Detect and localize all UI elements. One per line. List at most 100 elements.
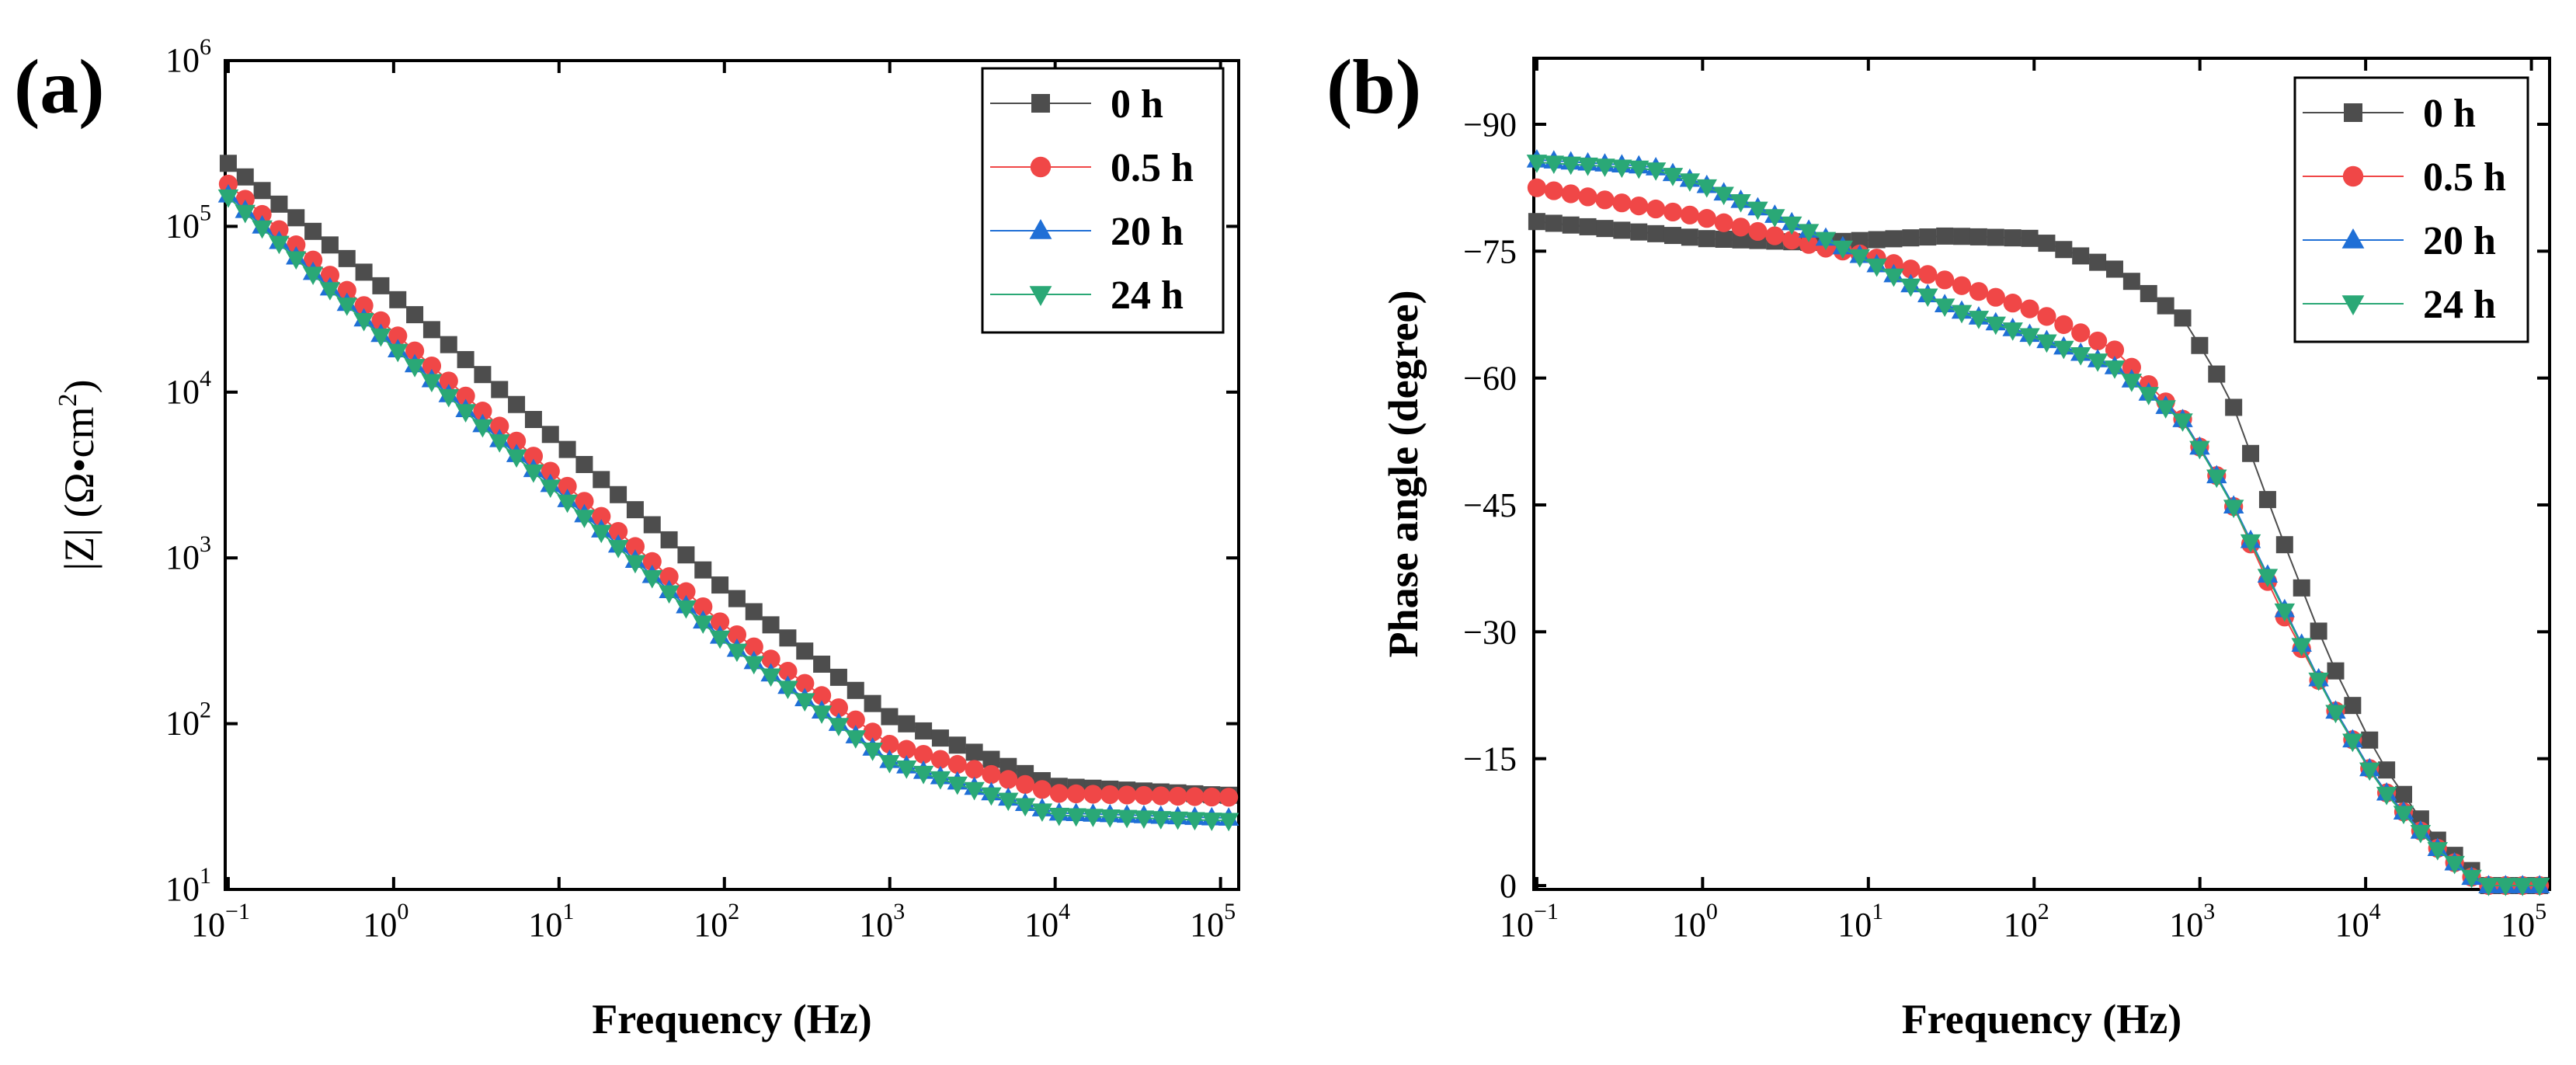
data-point	[1646, 199, 1666, 219]
chart-panel-b: 10−1 100 101 102 103 104 1050−15−30−45−60−75−9…	[1326, 44, 2551, 1042]
x-tick-base: 10	[1672, 906, 1706, 944]
data-point	[2053, 340, 2074, 360]
data-point	[287, 235, 306, 255]
y-tick-base: 10	[165, 870, 200, 908]
x-tick-label: 102	[2004, 899, 2049, 944]
data-point	[2003, 294, 2022, 313]
legend-label: 0.5 h	[1111, 146, 1194, 190]
y-tick-base: 10	[165, 373, 200, 411]
data-point	[456, 386, 475, 405]
plot-frame	[1532, 57, 2551, 891]
y-tick-label: −45	[1463, 486, 1517, 524]
x-tick-base: 10	[2004, 906, 2038, 944]
x-tick-label: 10−1	[1500, 899, 1559, 944]
data-point	[1919, 228, 1937, 246]
data-point	[2310, 622, 2327, 640]
data-point	[2191, 336, 2209, 354]
data-point	[593, 471, 610, 489]
data-point	[2155, 400, 2176, 419]
x-tick-exponent: 5	[2535, 899, 2546, 924]
data-point	[557, 494, 578, 513]
data-point	[1781, 216, 1803, 235]
data-point	[2393, 806, 2414, 825]
data-point	[626, 501, 644, 519]
data-point	[2122, 357, 2141, 377]
data-point	[592, 506, 611, 526]
data-point	[1100, 785, 1120, 805]
data-point	[694, 561, 712, 579]
data-point	[372, 277, 390, 294]
data-point	[607, 540, 629, 559]
data-point	[608, 522, 628, 541]
x-tick-base: 10	[1024, 906, 1059, 944]
data-point	[728, 590, 746, 607]
x-tick-base: 10	[2169, 906, 2203, 944]
x-tick-exponent: 2	[2038, 899, 2049, 924]
data-point	[506, 449, 527, 468]
data-point	[1883, 268, 1904, 287]
data-point	[353, 313, 374, 332]
data-point	[439, 371, 458, 391]
data-point	[575, 455, 593, 473]
data-point	[1577, 157, 1598, 176]
data-point	[2172, 413, 2193, 432]
data-point	[1066, 784, 1086, 804]
y-tick-exponent: 4	[200, 366, 211, 392]
data-point	[864, 694, 881, 712]
data-point	[1918, 265, 1938, 284]
data-point	[1031, 803, 1053, 823]
data-point	[1630, 223, 1648, 241]
data-point	[999, 757, 1017, 775]
data-point	[2258, 491, 2276, 509]
data-point	[1527, 178, 1547, 197]
data-point	[709, 630, 731, 649]
y-axis-title: |Z| (Ω•cm2)	[54, 379, 103, 570]
legend-label: 0 h	[2423, 92, 2476, 136]
y-tick-exponent: 1	[200, 863, 211, 889]
data-point	[693, 615, 714, 634]
data-point	[1562, 216, 1580, 234]
x-tick-base: 10	[2335, 906, 2369, 944]
data-point	[660, 531, 678, 548]
data-point	[1049, 784, 1069, 803]
data-point	[218, 174, 238, 194]
data-point	[625, 537, 645, 556]
legend-marker	[1029, 286, 1052, 306]
data-point	[1594, 158, 1615, 177]
data-point	[2427, 842, 2448, 861]
legend-marker	[1030, 156, 1052, 178]
data-point	[541, 426, 559, 444]
data-point	[1100, 809, 1121, 828]
y-tick-label: −90	[1463, 106, 1517, 144]
x-tick-exponent: 2	[728, 899, 739, 924]
data-point	[1150, 811, 1171, 830]
y-tick-label: 102	[165, 698, 211, 743]
data-point	[422, 356, 442, 376]
data-point	[2361, 731, 2379, 749]
data-point	[235, 204, 256, 224]
data-point	[1526, 155, 1548, 173]
data-point	[2070, 346, 2091, 366]
data-point	[1935, 270, 1955, 290]
data-point	[217, 189, 239, 208]
data-point	[795, 673, 815, 693]
data-point	[982, 750, 1000, 768]
data-point	[915, 722, 933, 740]
data-point	[1185, 787, 1205, 806]
data-point	[2038, 235, 2056, 252]
y-tick-exponent: 5	[200, 200, 211, 225]
legend-label: 0 h	[1111, 82, 1163, 127]
data-point	[252, 220, 273, 239]
data-point	[829, 668, 847, 686]
x-axis-title: Frequency (Hz)	[1902, 996, 2181, 1042]
data-point	[743, 656, 764, 675]
data-point	[2223, 499, 2244, 519]
y-tick-label: −75	[1463, 232, 1517, 270]
data-point	[812, 686, 832, 705]
legend-marker	[2344, 103, 2362, 122]
data-point	[1545, 214, 1563, 232]
data-point	[1663, 202, 1683, 222]
y-tick-exponent: 6	[200, 34, 211, 60]
data-point	[1629, 160, 1650, 179]
data-point	[2089, 253, 2107, 271]
